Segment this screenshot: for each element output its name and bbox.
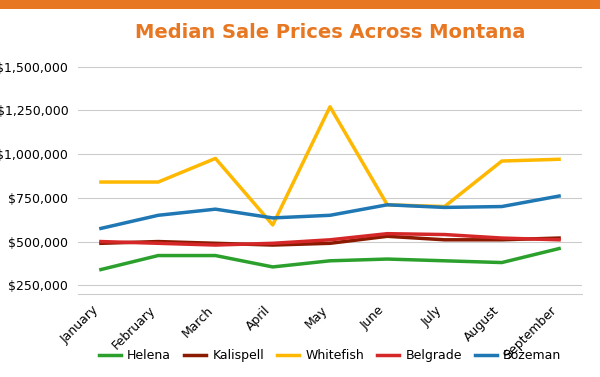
Kalispell [269, 243, 277, 247]
Helena [441, 259, 448, 263]
Belgrade [498, 236, 505, 240]
Whitefish [97, 180, 104, 184]
Belgrade [383, 231, 391, 236]
Whitefish [383, 202, 391, 207]
Bozeman [97, 226, 104, 231]
Helena [97, 267, 104, 272]
Bozeman [155, 213, 162, 218]
Bozeman [441, 205, 448, 210]
Belgrade [97, 239, 104, 244]
Kalispell [97, 241, 104, 245]
Title: Median Sale Prices Across Montana: Median Sale Prices Across Montana [135, 23, 525, 42]
Belgrade [212, 243, 219, 247]
Bozeman [269, 216, 277, 220]
Belgrade [155, 241, 162, 245]
Line: Whitefish: Whitefish [101, 107, 559, 225]
Line: Belgrade: Belgrade [101, 234, 559, 245]
Whitefish [155, 180, 162, 184]
Helena [212, 253, 219, 258]
Helena [498, 260, 505, 265]
Belgrade [441, 232, 448, 237]
Legend: Helena, Kalispell, Whitefish, Belgrade, Bozeman: Helena, Kalispell, Whitefish, Belgrade, … [94, 344, 566, 367]
Line: Kalispell: Kalispell [101, 236, 559, 245]
Kalispell [441, 238, 448, 242]
Line: Bozeman: Bozeman [101, 196, 559, 228]
Whitefish [269, 223, 277, 227]
Bozeman [556, 194, 563, 198]
Bozeman [326, 213, 334, 218]
Whitefish [212, 156, 219, 161]
Kalispell [155, 239, 162, 244]
Bozeman [212, 207, 219, 211]
Kalispell [212, 241, 219, 245]
Helena [383, 257, 391, 261]
Whitefish [556, 157, 563, 161]
Kalispell [556, 236, 563, 240]
Bozeman [383, 202, 391, 207]
Helena [326, 259, 334, 263]
Whitefish [498, 159, 505, 163]
Whitefish [326, 104, 334, 109]
Kalispell [383, 234, 391, 239]
Kalispell [498, 238, 505, 242]
Whitefish [441, 204, 448, 209]
Helena [556, 246, 563, 251]
Helena [269, 265, 277, 269]
Belgrade [556, 238, 563, 242]
Belgrade [326, 238, 334, 242]
Bozeman [498, 204, 505, 209]
Belgrade [269, 241, 277, 245]
Line: Helena: Helena [101, 248, 559, 270]
Kalispell [326, 241, 334, 245]
Helena [155, 253, 162, 258]
